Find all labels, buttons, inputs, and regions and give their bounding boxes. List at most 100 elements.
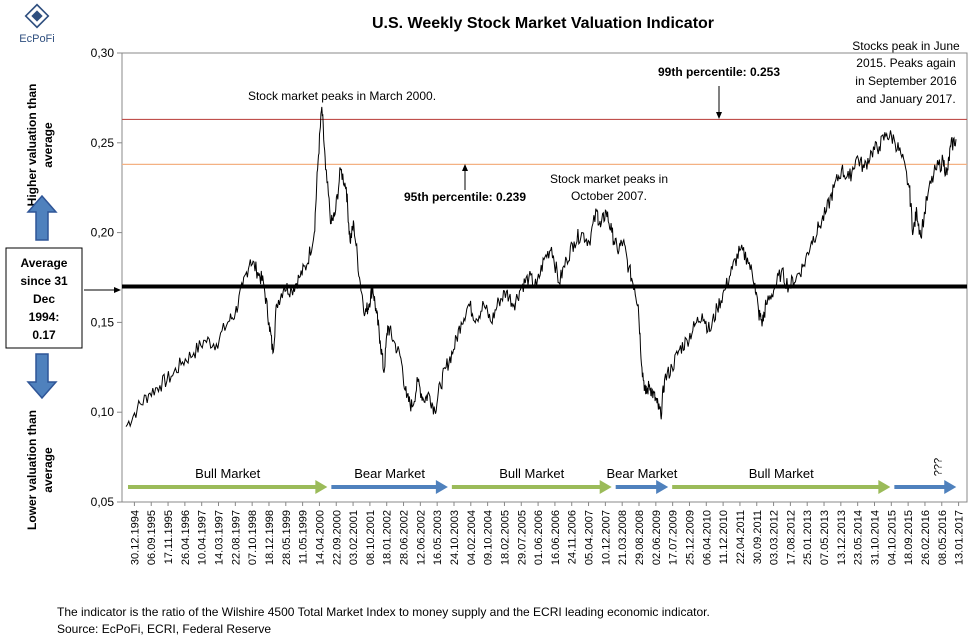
phase-arrow-head <box>599 480 612 494</box>
plot-frame <box>121 52 968 503</box>
x-tick-label: 07.10.1998 <box>247 510 259 565</box>
x-tick-label: 04.02.2004 <box>466 510 478 565</box>
y-tick-label: 0,30 <box>91 46 115 60</box>
x-tick-label: 17.08.2012 <box>785 510 797 565</box>
x-tick-label: 25.01.2013 <box>802 510 814 565</box>
x-tick-label: 03.02.2001 <box>348 510 360 565</box>
phase-label: Bear Market <box>354 466 425 481</box>
footnote-line: Source: EcPoFi, ECRI, Federal Reserve <box>57 622 271 636</box>
logo-text: EcPoFi <box>19 33 54 45</box>
y-axis: 0,30 0,25 0,20 0,15 0,10 0,05 <box>91 46 122 509</box>
market-phases: Bull Market Bear Market Bull Market Bear Ma… <box>128 458 957 494</box>
x-tick-label: 13.01.2017 <box>954 510 966 565</box>
series-line-0 <box>125 106 957 428</box>
x-tick-label: 16.06.2006 <box>550 510 562 565</box>
percentile-lines <box>122 118 967 165</box>
x-tick-label: 07.05.2013 <box>819 510 831 565</box>
x-tick-label: 30.09.2011 <box>752 510 764 564</box>
x-tick-label: 09.10.2004 <box>483 510 495 565</box>
average-box-line: since 31 <box>20 274 68 288</box>
average-box: Average since 31 Dec 1994: 0.17 <box>5 247 83 349</box>
x-tick-label: 21.03.2008 <box>617 510 629 565</box>
arrow-up-icon <box>26 194 58 241</box>
annotation-peak-2007: October 2007. <box>571 189 647 203</box>
phase-label: Bull Market <box>749 466 814 481</box>
x-tick-label: 10.04.1997 <box>197 510 209 565</box>
x-tick-label: 13.12.2013 <box>836 510 848 565</box>
x-tick-label: 23.05.2014 <box>853 510 865 565</box>
average-box-line: Average <box>21 256 68 270</box>
phase-arrow-head <box>435 480 448 494</box>
x-tick-label: 18.12.1998 <box>264 510 276 565</box>
percentile-95-label: 95th percentile: 0.239 <box>404 190 526 204</box>
phase-arrow-head <box>656 480 669 494</box>
x-tick-label: 11.12.2010 <box>718 510 730 564</box>
percentile-99-label: 99th percentile: 0.253 <box>658 65 780 79</box>
x-tick-label: 17.11.1995 <box>163 510 175 564</box>
x-tick-label: 30.12.1994 <box>129 510 141 565</box>
y-tick-label: 0,10 <box>91 405 115 419</box>
average-box-line: Dec <box>33 292 55 306</box>
x-tick-label: 12.06.2002 <box>415 510 427 565</box>
x-axis: 30.12.1994 06.09.1995 17.11.1995 26.04.1996… <box>129 502 966 565</box>
percentile-95-pointer-head <box>462 164 468 171</box>
x-tick-label: 26.02.2016 <box>920 510 932 565</box>
x-tick-label: 31.10.2014 <box>869 510 881 565</box>
annotation-peak-2015: 2015. Peaks again <box>856 56 955 70</box>
ylabel-lower-line2: average <box>41 447 55 493</box>
x-tick-label: 25.12.2009 <box>684 510 696 565</box>
arrow-down-icon <box>26 353 58 400</box>
chart-title: U.S. Weekly Stock Market Valuation Indic… <box>372 15 714 32</box>
average-box-line: 0.17 <box>32 328 56 342</box>
x-tick-label: 10.12.2007 <box>600 510 612 565</box>
y-tick-label: 0,25 <box>91 136 115 150</box>
x-tick-label: 22.08.1997 <box>230 510 242 565</box>
annotation-peak-2015: in September 2016 <box>855 74 957 88</box>
x-tick-label: 28.05.1999 <box>281 510 293 565</box>
annotation-peak-2015: and January 2017. <box>856 92 955 106</box>
x-tick-label: 16.05.2003 <box>432 510 444 565</box>
x-tick-label: 02.06.2009 <box>651 510 663 565</box>
x-tick-label: 18.09.2015 <box>903 510 915 565</box>
x-tick-label: 18.01.2002 <box>382 510 394 565</box>
phase-arrow-head <box>944 480 957 494</box>
average-box-line: 1994: <box>29 310 60 324</box>
y-tick-label: 0,15 <box>91 315 115 329</box>
x-tick-label: 17.07.2009 <box>668 510 680 565</box>
x-tick-label: 11.05.1999 <box>298 510 310 564</box>
x-tick-label: 14.04.2000 <box>314 510 326 565</box>
x-tick-label: 03.03.2012 <box>769 510 781 565</box>
x-tick-label: 26.04.1996 <box>180 510 192 565</box>
series-group <box>125 106 957 428</box>
x-tick-label: 14.03.1997 <box>214 510 226 565</box>
y-tick-label: 0,05 <box>91 495 115 509</box>
phase-label: Bull Market <box>195 466 260 481</box>
percentile-99-pointer-head <box>716 112 722 119</box>
ylabel-upper-line1: Higher valuation than <box>25 84 39 207</box>
x-tick-label: 24.11.2006 <box>567 510 579 564</box>
x-tick-label: 08.05.2016 <box>937 510 949 565</box>
x-tick-label: 24.10.2003 <box>449 510 461 565</box>
phase-arrow-head <box>315 480 328 494</box>
annotation-peak-2015: Stocks peak in June <box>852 39 960 53</box>
ylabel-lower-line1: Lower valuation than <box>25 410 39 530</box>
ecpofi-logo: EcPoFi <box>19 3 55 45</box>
x-tick-label: 01.06.2006 <box>533 510 545 565</box>
x-tick-label: 22.09.2000 <box>331 510 343 565</box>
phase-label: Bear Market <box>607 466 678 481</box>
ylabel-upper-line2: average <box>41 122 55 168</box>
y-tick-label: 0,20 <box>91 226 115 240</box>
x-tick-label: 08.10.2001 <box>365 510 377 565</box>
annotation-peak-2007: Stock market peaks in <box>550 172 668 186</box>
x-tick-label: 22.04.2011 <box>735 510 747 564</box>
annotation-peak-2000: Stock market peaks in March 2000. <box>248 89 436 103</box>
footnote-line: The indicator is the ratio of the Wilshi… <box>57 605 710 619</box>
x-tick-label: 18.02.2005 <box>499 510 511 565</box>
x-tick-label: 06.04.2010 <box>701 510 713 565</box>
x-tick-label: 29.08.2008 <box>634 510 646 565</box>
x-tick-label: 04.10.2015 <box>886 510 898 565</box>
x-tick-label: 05.04.2007 <box>584 510 596 565</box>
phase-arrow-head <box>878 480 891 494</box>
x-tick-label: 29.07.2005 <box>516 510 528 565</box>
